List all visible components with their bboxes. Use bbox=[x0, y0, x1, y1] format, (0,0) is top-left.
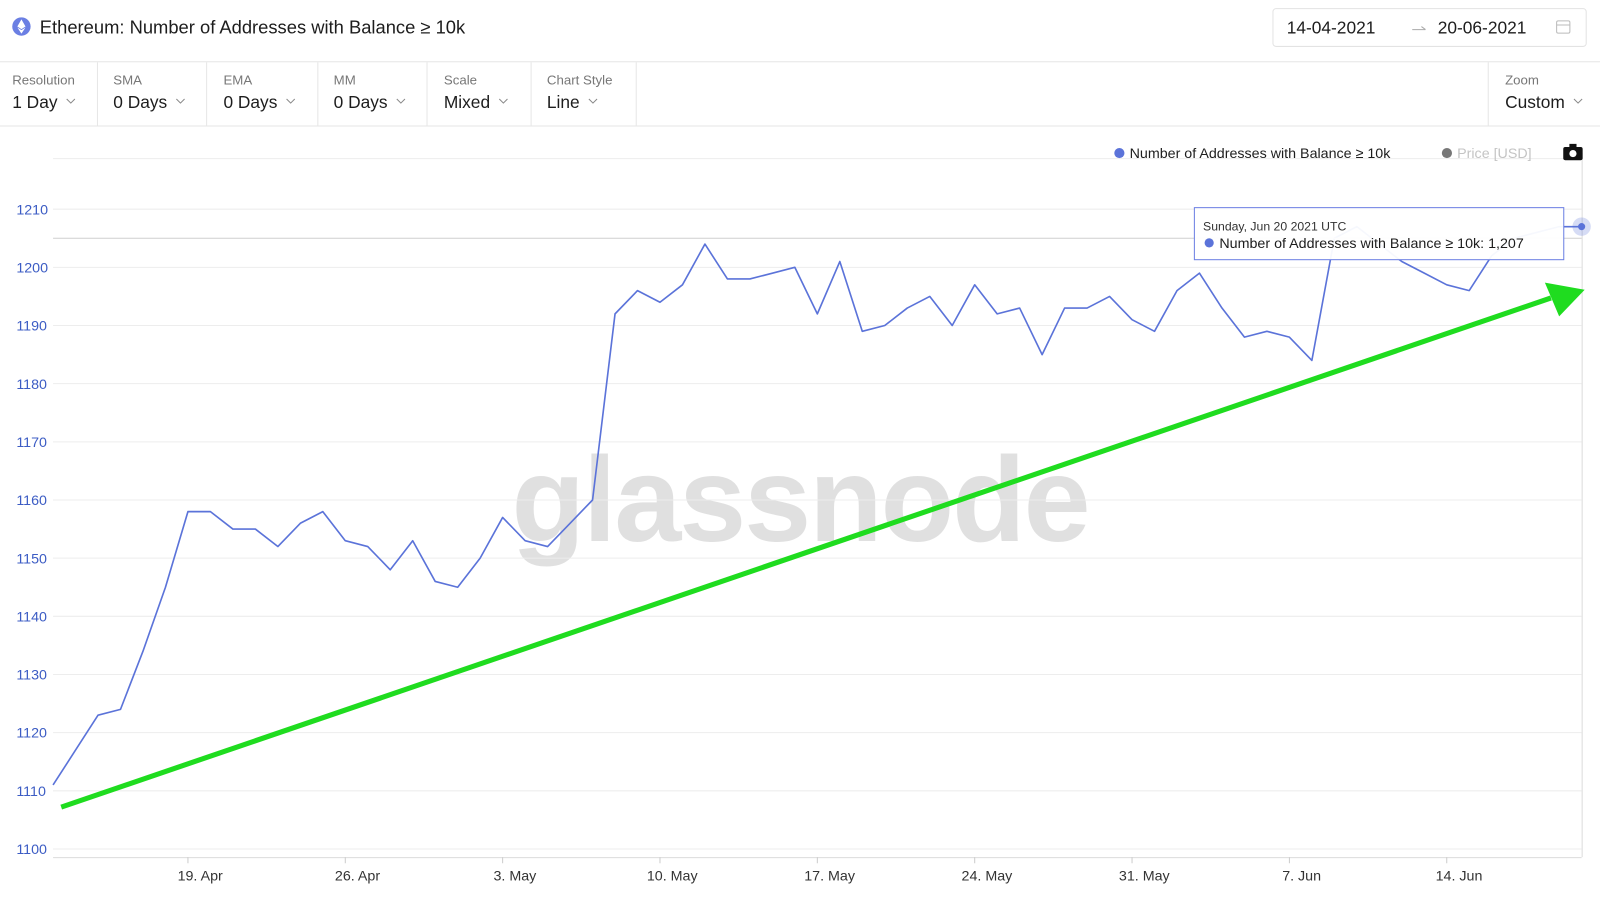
x-tick-label: 10. May bbox=[647, 869, 699, 885]
x-tick-label: 26. Apr bbox=[335, 869, 380, 885]
y-tick-label: 1210 bbox=[16, 202, 48, 218]
dropdown-chevron bbox=[588, 98, 598, 104]
control-value[interactable]: 1 Day bbox=[12, 92, 58, 112]
trend-arrowhead bbox=[1544, 282, 1585, 317]
legend-swatch bbox=[1114, 147, 1125, 159]
control-label: Zoom bbox=[1505, 73, 1539, 88]
dropdown-chevron bbox=[498, 98, 508, 104]
y-tick-label: 1170 bbox=[16, 435, 47, 451]
x-tick-label: 14. Jun bbox=[1436, 869, 1483, 885]
control-label: SMA bbox=[113, 73, 142, 88]
y-tick-label: 1100 bbox=[16, 842, 47, 858]
tooltip-box bbox=[1193, 207, 1565, 261]
control-value[interactable]: Line bbox=[547, 92, 580, 112]
series-line bbox=[52, 225, 1582, 786]
dropdown-chevron bbox=[66, 98, 76, 104]
control-label: Chart Style bbox=[547, 73, 613, 88]
calendar-icon[interactable] bbox=[1556, 20, 1571, 34]
y-tick-label: 1110 bbox=[16, 784, 46, 800]
camera-icon-top bbox=[1569, 143, 1577, 148]
x-tick-label: 7. Jun bbox=[1282, 869, 1321, 885]
toolbar: Resolution 1 Day SMA 0 Days EMA 0 Days MM 0 Day… bbox=[12, 62, 1583, 126]
y-tick-label: 1160 bbox=[16, 493, 47, 509]
hover-point bbox=[1578, 223, 1586, 231]
control-label: Scale bbox=[444, 73, 477, 88]
date-to[interactable]: 20-06-2021 bbox=[1438, 18, 1527, 38]
x-tick-label: 17. May bbox=[804, 869, 856, 885]
control-value[interactable]: Custom bbox=[1505, 92, 1565, 112]
control-label: Resolution bbox=[12, 73, 75, 88]
watermark: glassnode bbox=[511, 432, 1088, 567]
y-tick-label: 1130 bbox=[16, 668, 47, 684]
y-tick-label: 1140 bbox=[16, 609, 47, 625]
tooltip-date: Sunday, Jun 20 2021 UTC bbox=[1203, 220, 1346, 234]
trend-arrow bbox=[60, 295, 1552, 810]
camera-lens bbox=[1569, 149, 1577, 158]
y-tick-label: 1150 bbox=[16, 551, 47, 567]
y-tick-label: 1180 bbox=[16, 377, 47, 393]
control-label: EMA bbox=[223, 73, 252, 88]
dropdown-chevron bbox=[1573, 98, 1583, 104]
y-tick-label: 1200 bbox=[16, 260, 48, 276]
x-tick-label: 24. May bbox=[962, 869, 1014, 885]
dropdown-chevron bbox=[176, 98, 185, 104]
chart: glassnode 1100 1110 1120 1130 1140 1150 1160 11… bbox=[16, 146, 1591, 885]
x-tick-label: 3. May bbox=[493, 869, 537, 885]
x-tick-label: 31. May bbox=[1119, 869, 1171, 885]
y-tick-label: 1120 bbox=[16, 726, 47, 742]
page-title: Ethereum: Number of Addresses with Balan… bbox=[40, 17, 466, 38]
date-from[interactable]: 14-04-2021 bbox=[1287, 18, 1376, 38]
date-picker[interactable] bbox=[1272, 8, 1587, 47]
dropdown-chevron bbox=[396, 98, 406, 104]
legend-label-inactive[interactable]: Price [USD] bbox=[1457, 146, 1532, 162]
content: Ethereum: Number of Addresses with Balan… bbox=[0, 8, 1600, 885]
tooltip-text: Number of Addresses with Balance ≥ 10k: … bbox=[1219, 236, 1523, 252]
y-tick-label: 1190 bbox=[16, 319, 47, 335]
dropdown-chevron bbox=[286, 98, 296, 104]
legend-swatch bbox=[1441, 147, 1453, 159]
control-label: MM bbox=[334, 73, 356, 88]
legend-label[interactable]: Number of Addresses with Balance ≥ 10k bbox=[1130, 146, 1392, 162]
control-value[interactable]: Mixed bbox=[444, 92, 490, 112]
x-tick-label: 19. Apr bbox=[178, 869, 223, 885]
control-value[interactable]: 0 Days bbox=[223, 92, 277, 112]
date-arrow bbox=[1412, 26, 1426, 31]
tooltip-swatch bbox=[1204, 238, 1214, 248]
control-value[interactable]: 0 Days bbox=[113, 92, 167, 112]
control-value[interactable]: 0 Days bbox=[334, 92, 388, 112]
